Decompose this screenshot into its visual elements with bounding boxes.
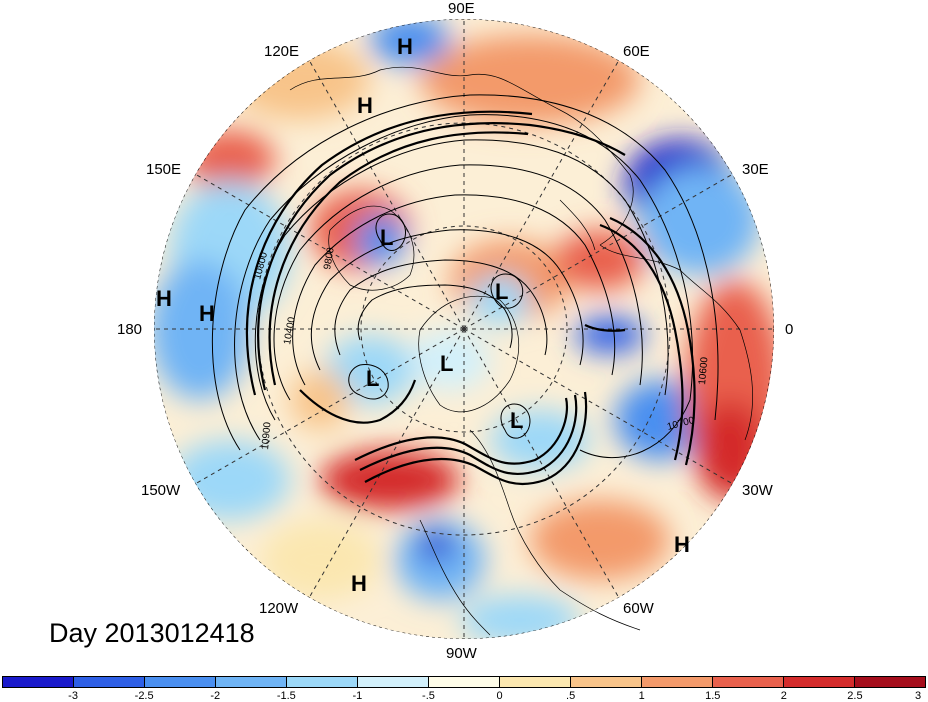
colorbar-cell <box>784 677 855 687</box>
day-label: Day 2013012418 <box>49 618 255 648</box>
colorbar-tick-label: -2 <box>210 690 221 702</box>
colorbar-cell <box>500 677 571 687</box>
colorbar-tick-label: -2.5 <box>134 690 154 702</box>
colorbar-tick-label: -1.5 <box>276 690 296 702</box>
colorbar-tick-label: -3 <box>68 690 78 702</box>
lon-label-90w: 90W <box>446 645 478 662</box>
lon-label-0: 0 <box>785 321 793 338</box>
low-marker: L <box>366 366 379 391</box>
low-marker: L <box>380 225 393 250</box>
colorbar-tick-label: 2 <box>780 690 787 702</box>
colorbar-cell <box>74 677 145 687</box>
colorbar-tick-label: -1 <box>352 690 363 702</box>
lon-label-30w: 30W <box>742 482 774 499</box>
lon-label-180: 180 <box>117 321 142 338</box>
contour-label: 10600 <box>697 356 710 385</box>
colorbar-tick-label: 1 <box>638 690 645 702</box>
anomaly-field <box>154 19 774 639</box>
low-marker: L <box>510 408 523 433</box>
colorbar-cell <box>3 677 74 687</box>
colorbar-cell <box>358 677 429 687</box>
lon-label-30e: 30E <box>742 161 769 178</box>
high-marker: H <box>351 571 367 596</box>
colorbar-tick-label: 3 <box>914 690 922 702</box>
lon-label-90e: 90E <box>448 0 475 17</box>
lon-label-60e: 60E <box>623 43 650 60</box>
lon-label-120w: 120W <box>259 600 299 617</box>
high-marker: H <box>199 301 215 326</box>
lon-label-120e: 120E <box>264 43 299 60</box>
lon-label-60w: 60W <box>623 600 655 617</box>
low-marker: L <box>440 351 453 376</box>
colorbar-cell <box>216 677 287 687</box>
colorbar-tick-label: .5 <box>566 690 576 702</box>
low-marker: L <box>495 279 508 304</box>
colorbar-cell <box>287 677 358 687</box>
lon-label-150w: 150W <box>141 482 181 499</box>
colorbar <box>2 676 926 688</box>
contour-label: 9800 <box>322 246 337 270</box>
colorbar-tick-label: 0 <box>496 690 503 702</box>
colorbar-cell <box>145 677 216 687</box>
height-contours <box>211 94 719 486</box>
high-marker: H <box>156 286 172 311</box>
colorbar-cell <box>571 677 642 687</box>
contour-label: 10400 <box>282 316 298 346</box>
colorbar-cell <box>642 677 713 687</box>
pressure-markers: H H H H H H L L L L L <box>156 34 690 596</box>
high-marker: H <box>397 34 413 59</box>
longitude-labels: 90E 120E 60E 150E 30E 180 0 150W 30W 120… <box>117 0 793 662</box>
lon-label-150e: 150E <box>146 161 181 178</box>
colorbar-tick-label: 2.5 <box>847 690 863 702</box>
colorbar-cell <box>713 677 784 687</box>
high-marker: H <box>674 532 690 557</box>
contour-label: 10900 <box>260 421 273 450</box>
colorbar-tick-label: 1.5 <box>705 690 721 702</box>
colorbar-cell <box>429 677 500 687</box>
colorbar-cell <box>855 677 925 687</box>
high-marker: H <box>357 93 373 118</box>
colorbar-ticks: -3 -2.5 -2 -1.5 -1 -.5 0 .5 1 1.5 2 2.5 3 <box>2 690 926 702</box>
colorbar-tick-label: -.5 <box>422 690 435 702</box>
